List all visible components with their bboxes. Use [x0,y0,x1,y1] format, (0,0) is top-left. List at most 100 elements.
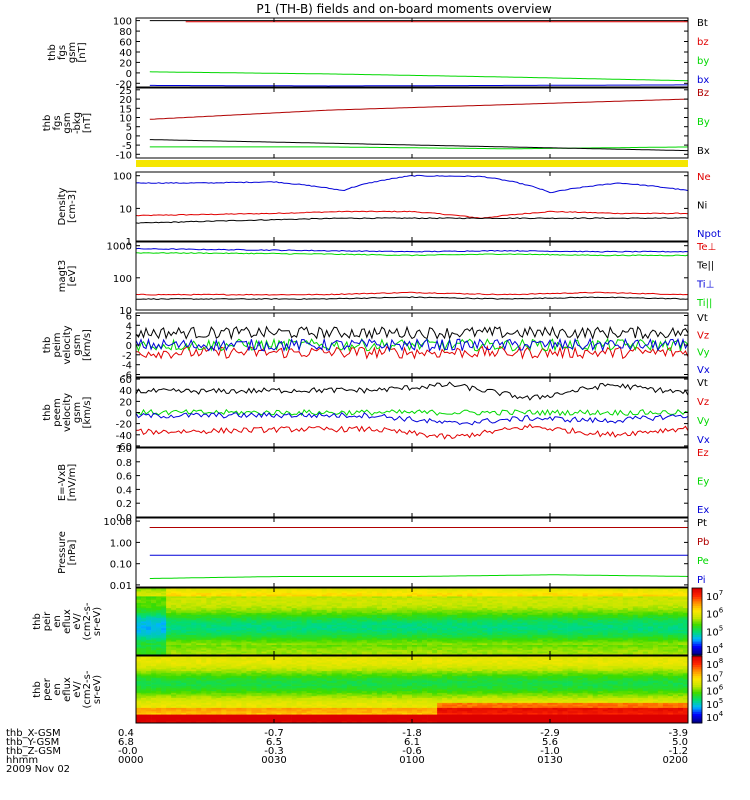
y-axis-label: E=-VxB [mV/m] [57,464,78,502]
y-tick-label: 1000 [107,242,132,253]
y-tick-label: -2 [122,351,132,362]
panel-pressure: 10.00 1.00 0.10 0.01 Pt Pb Pe Pi Pressure [nPa] [57,517,709,592]
legend-fgs-gsm-3: bx [697,75,709,86]
series-line-peim-velocity-0 [135,325,689,341]
panel-frame [135,171,689,242]
y-axis-label-line: magt3 [57,260,68,293]
y-tick-label: 1.0 [116,444,132,455]
y-axis-label: thb peem velocity gsm [km/s] [42,393,93,432]
legend-peem-velocity-2: Vy [697,416,710,427]
footer-value: -1.2 [668,746,688,757]
y-axis-label-line: en [52,683,63,696]
y-axis-label-line: thb [42,115,53,132]
footer-value: 5.6 [542,737,558,748]
colorbar-peir: 107 106 105 104 [691,587,724,656]
y-axis-label-line: peim [52,332,63,357]
legend-e-field-0: Ez [697,448,709,459]
series-line-peim-velocity-1 [135,344,689,360]
y-axis-label-line: sr-eV) [92,675,103,704]
footer-row-label: thb_X-GSM [6,728,61,739]
y-axis-label-line: thb [32,681,43,698]
y-axis-label: thb peim velocity gsm [km/s] [42,325,93,364]
y-tick-label: -4 [122,361,132,372]
y-tick-label: 1 [126,237,132,248]
legend-peem-velocity-1: Vz [697,397,709,408]
y-tick-label: 1.00 [110,538,132,549]
y-tick-label: 20 [119,95,132,106]
y-tick-label: 0 [126,132,132,143]
y-tick-label: 40 [119,48,132,59]
footer-value: 6.8 [118,737,134,748]
y-tick-label: 2 [126,331,132,342]
colorbar-tick-label: 107 [706,589,723,603]
y-tick-label: -10 [116,150,132,161]
y-axis-label-line: gsm [62,112,73,133]
y-axis-label-line: Density [57,187,68,225]
y-axis-label: Pressure [nPa] [57,531,78,574]
panel-frame [135,447,689,518]
y-axis-label-line: (cm2-s- [82,602,93,640]
footer-value: 0.4 [118,728,134,739]
legend-peim-velocity-2: Vy [697,348,710,359]
y-tick-label: 20 [119,397,132,408]
y-axis-label-line: [mV/m] [67,464,78,502]
legend-peim-velocity-3: Vx [697,365,710,376]
colorbar-tick-label: 106 [706,607,724,621]
footer-row-label: thb_Y-GSM [6,737,59,748]
y-axis-label-line: Pressure [57,531,68,574]
y-axis-label: Density [cm-3] [57,187,78,225]
y-tick-label: 5 [126,123,132,134]
y-tick-label: 6 [126,312,132,323]
colorbar-tick-label: 106 [706,684,724,698]
footer-value: 0200 [663,755,688,766]
series-line-temperature-2 [135,247,689,253]
footer-row-label: thb_Z-GSM [6,746,61,757]
heatmap-peer [136,656,689,724]
y-tick-label: -60 [116,442,132,453]
y-tick-label: 100 [113,17,132,28]
legend-temperature-3: Ti|| [696,298,712,309]
series-line-peem-velocity-1 [135,423,689,440]
footer-value: -0.7 [264,728,284,739]
footer-row-label: 2009 Nov 02 [6,764,70,775]
y-axis-label-line: fgs [52,115,63,130]
y-axis-label-line: eflux [62,677,73,702]
series-line-temperature-1 [136,296,689,300]
series-line-density-0 [135,210,689,219]
y-tick-label: 25 [119,86,132,97]
legend-density-1: Ni [697,201,707,212]
y-axis-label-line: [nT] [82,113,93,133]
footer-row-label: hhmm [6,755,38,766]
legend-density-0: Ne [697,172,711,183]
y-axis-label-line: eV/ [72,613,83,630]
y-tick-label: -5 [122,141,132,152]
legend-peim-velocity-1: Vz [697,330,709,341]
y-axis-label: magt3 [eV] [57,260,78,293]
series-line-peem-velocity-2 [135,408,689,417]
legend-fgs-gsm-dtrend-1: By [697,117,710,128]
y-axis-label-line: (cm2-s- [82,670,93,708]
legend-density-2: Npot [697,229,721,240]
colorbar-tick-label: 105 [706,624,723,638]
series-line-peim-velocity-3 [135,337,689,353]
y-axis-label-line: velocity [62,325,73,364]
legend-pressure-3: Pi [697,575,706,586]
y-axis-label-line: peir [42,611,53,631]
panel-frame [135,241,689,311]
y-tick-label: 10 [119,204,132,215]
y-tick-label: 10 [119,306,132,317]
legend-fgs-gsm-0: Bt [697,18,708,29]
y-axis-label-line: fgs [57,45,68,60]
y-axis-label-line: E=-VxB [57,464,68,501]
y-tick-label: 60 [119,375,132,386]
y-axis-label: thb peer en eflux eV/(cm2-s-sr-eV) [32,670,103,708]
y-axis-label-line: gsm [67,42,78,63]
footer-value: 0130 [537,755,562,766]
series-line-peim-velocity-2 [135,337,689,353]
y-tick-label: 100 [113,172,132,183]
